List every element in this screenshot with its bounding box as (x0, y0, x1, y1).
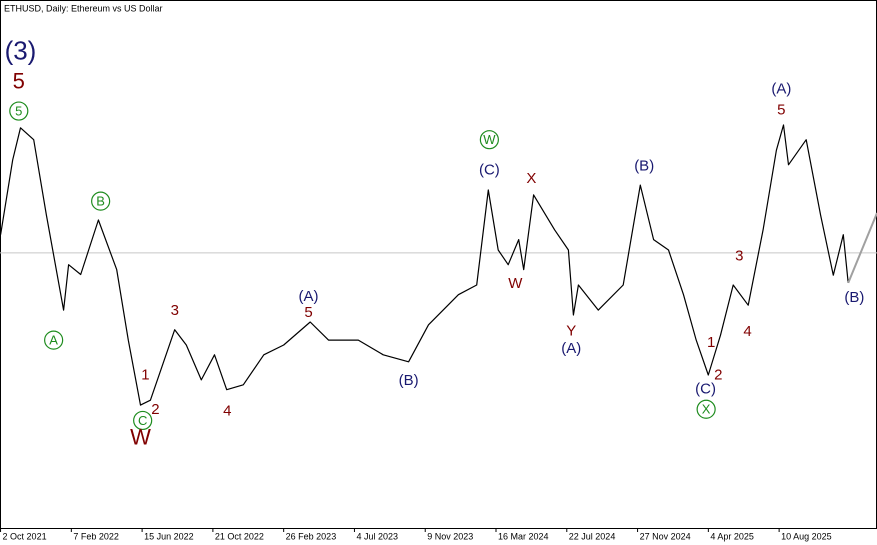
wave-label-circle (9, 101, 29, 121)
wave-label-circle (133, 410, 153, 431)
wave-label: 4 (223, 403, 231, 420)
wave-label: X (526, 170, 536, 187)
wave-label: (3) (5, 36, 37, 66)
x-tick-label: 2 Oct 2021 (3, 531, 47, 541)
wave-label: B (96, 194, 105, 209)
wave-label: 3 (171, 302, 179, 319)
wave-label: (B) (844, 289, 864, 306)
wave-label: A (49, 333, 58, 348)
wave-label: 1 (707, 334, 715, 351)
wave-label: 2 (151, 401, 159, 418)
x-tick-label: 10 Aug 2025 (781, 531, 832, 541)
wave-label: C (138, 413, 147, 428)
wave-label: W (130, 425, 151, 450)
wave-label: W (483, 132, 496, 147)
wave-label: (A) (771, 81, 791, 98)
x-tick-label: 21 Oct 2022 (215, 531, 264, 541)
x-tick-label: 9 Nov 2023 (427, 531, 473, 541)
wave-label: X (702, 402, 711, 417)
x-tick-label: 4 Jul 2023 (356, 531, 398, 541)
wave-label: (B) (399, 372, 419, 389)
wave-label: 5 (15, 103, 22, 118)
projection-line (847, 212, 877, 284)
wave-label: 5 (304, 304, 312, 321)
wave-label: (A) (561, 340, 581, 357)
wave-label-circle (479, 130, 499, 150)
wave-label: 5 (777, 102, 785, 119)
wave-label: 2 (714, 366, 722, 383)
wave-label-circle (91, 191, 111, 211)
x-tick-label: 15 Jun 2022 (144, 531, 194, 541)
wave-label: W (508, 275, 523, 292)
wave-label: 4 (743, 323, 751, 340)
x-tick-label: 16 Mar 2024 (498, 531, 549, 541)
x-tick-label: 26 Feb 2023 (286, 531, 337, 541)
wave-label: (C) (479, 162, 500, 179)
wave-label: Y (566, 322, 576, 339)
x-tick-label: 4 Apr 2025 (710, 531, 754, 541)
x-tick-label: 7 Feb 2022 (73, 531, 119, 541)
wave-label: 3 (735, 248, 743, 265)
wave-label: (C) (695, 380, 716, 397)
wave-label: (A) (299, 288, 319, 305)
wave-label: (B) (634, 157, 654, 174)
x-tick-label: 27 Nov 2024 (640, 531, 691, 541)
wave-label: 1 (141, 366, 149, 383)
price-line-series (0, 124, 849, 406)
chart-title: ETHUSD, Daily: Ethereum vs US Dollar (4, 3, 163, 13)
wave-label-circle (44, 330, 64, 350)
wave-label: 5 (13, 69, 25, 94)
x-tick-label: 22 Jul 2024 (569, 531, 616, 541)
wave-label-circle (696, 399, 716, 419)
